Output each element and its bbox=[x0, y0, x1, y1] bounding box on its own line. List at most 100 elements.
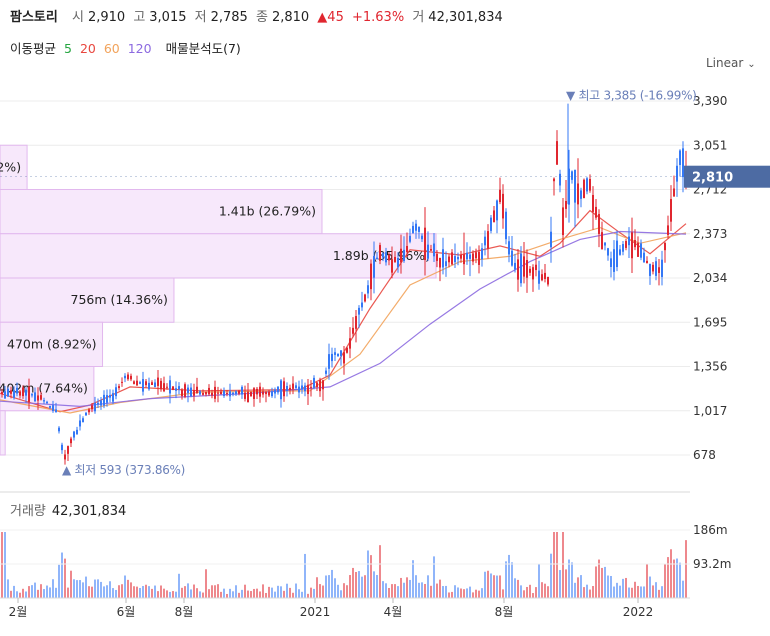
stock-name: 팜스토리 bbox=[10, 10, 58, 25]
candle-body bbox=[496, 200, 498, 221]
volume-bar bbox=[592, 585, 594, 598]
volume-bar bbox=[319, 584, 321, 598]
volume-bar bbox=[151, 588, 153, 598]
candle-body bbox=[649, 263, 651, 276]
volume-bar bbox=[631, 587, 633, 598]
volume-bar bbox=[658, 589, 660, 598]
moving-average-legend[interactable]: 이동평균 5 20 60 120 매물분석도(7) bbox=[10, 38, 245, 57]
volume-profile-label[interactable]: 매물분석도(7) bbox=[165, 41, 241, 56]
candle-body bbox=[580, 190, 582, 199]
candle-body bbox=[121, 381, 123, 383]
candle-body bbox=[343, 352, 345, 364]
candle-body bbox=[658, 267, 660, 273]
candle-body bbox=[619, 249, 621, 255]
candle-body bbox=[355, 316, 357, 329]
scale-selector[interactable]: Linear ⌄ bbox=[706, 56, 756, 70]
x-tick-label: 8월 bbox=[495, 605, 514, 619]
candle-body bbox=[502, 193, 504, 219]
candle-body bbox=[49, 405, 51, 408]
y-tick-label: 1,695 bbox=[693, 315, 727, 329]
volume-bar bbox=[349, 575, 351, 598]
volume-bar bbox=[277, 585, 279, 598]
candle-body bbox=[415, 223, 417, 231]
volume-bar bbox=[433, 556, 435, 598]
candle-body bbox=[28, 386, 30, 402]
volume-bar bbox=[121, 584, 123, 598]
volume-bar bbox=[553, 532, 555, 598]
volume-bar bbox=[262, 584, 264, 598]
volume-bar bbox=[415, 575, 417, 598]
candle-body bbox=[139, 382, 141, 384]
ma-120: 120 bbox=[127, 41, 152, 56]
volume-bar bbox=[232, 591, 234, 598]
volume-bar bbox=[436, 583, 438, 598]
volume-bar bbox=[91, 586, 93, 598]
candle-body bbox=[67, 446, 69, 454]
low-value: 2,785 bbox=[210, 10, 248, 25]
candle-body bbox=[250, 391, 252, 397]
candle-body bbox=[352, 327, 354, 334]
candle-body bbox=[70, 438, 72, 444]
candle-body bbox=[670, 199, 672, 222]
volume-bar bbox=[46, 585, 48, 598]
candle-body bbox=[388, 254, 390, 261]
candle-body bbox=[370, 263, 372, 290]
volume-bar bbox=[310, 587, 312, 598]
volume-bar bbox=[49, 587, 51, 598]
min-price-annotation: ▲ 최저 593 (373.86%) bbox=[62, 463, 185, 477]
candle-body bbox=[433, 243, 435, 257]
candle-body bbox=[667, 225, 669, 235]
candle-body bbox=[142, 379, 144, 392]
volume-bar bbox=[226, 593, 228, 598]
volume-bar bbox=[559, 570, 561, 598]
volume-bar bbox=[328, 575, 330, 598]
y-tick-label: 3,390 bbox=[693, 94, 727, 108]
candle-body bbox=[601, 232, 603, 249]
volume-bar bbox=[274, 591, 276, 598]
volume-bar bbox=[238, 592, 240, 598]
candle-body bbox=[586, 178, 588, 192]
candle-body bbox=[256, 388, 258, 395]
candle-body bbox=[385, 252, 387, 263]
candle-body bbox=[421, 235, 423, 240]
volume-bar bbox=[97, 579, 99, 598]
candle-body bbox=[145, 381, 147, 386]
candle-body bbox=[166, 386, 168, 388]
volume-bar bbox=[580, 575, 582, 598]
candle-body bbox=[43, 400, 45, 402]
ma-5: 5 bbox=[64, 41, 72, 56]
candle-body bbox=[79, 420, 81, 427]
volume-bar bbox=[493, 575, 495, 598]
candle-body bbox=[175, 388, 177, 391]
candle-body bbox=[529, 268, 531, 273]
volume-bar bbox=[385, 583, 387, 598]
volume-bar bbox=[538, 564, 540, 598]
volume-bar bbox=[235, 585, 237, 598]
extreme-annotations: ▼ 최고 3,385 (-16.99%) ▲ 최저 593 (373.86%) bbox=[62, 89, 697, 477]
candle-body bbox=[412, 225, 414, 234]
candle-body bbox=[316, 382, 318, 387]
volume-bar bbox=[673, 559, 675, 598]
candle-body bbox=[514, 262, 516, 270]
candle-body bbox=[322, 380, 324, 390]
candle-body bbox=[214, 386, 216, 399]
candle-body bbox=[673, 188, 675, 197]
candle-body bbox=[556, 141, 558, 165]
volume-panel-label: 거래량 42,301,834 bbox=[10, 504, 126, 519]
volume-bar bbox=[4, 532, 6, 598]
volume-bar bbox=[583, 587, 585, 598]
volume-bar bbox=[70, 570, 72, 598]
candle-body bbox=[247, 391, 249, 403]
volume-bar bbox=[115, 589, 117, 598]
candle-body bbox=[325, 370, 327, 374]
candle-body bbox=[7, 388, 9, 397]
candle-body bbox=[424, 227, 426, 261]
volume-bar bbox=[661, 586, 663, 598]
volume-bar bbox=[379, 545, 381, 598]
candle-body bbox=[361, 302, 363, 308]
x-tick-label: 6월 bbox=[117, 605, 136, 619]
candle-body bbox=[382, 253, 384, 258]
change-value: 45 bbox=[327, 10, 344, 25]
volume-bar bbox=[610, 575, 612, 598]
